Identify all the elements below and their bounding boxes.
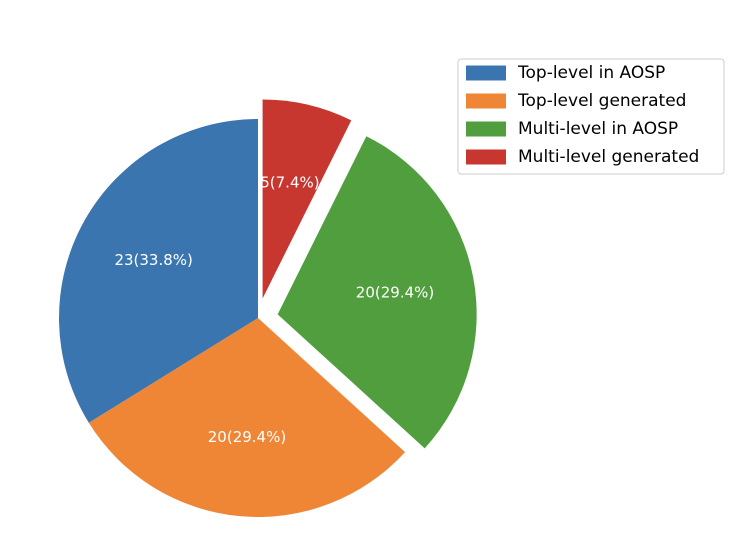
pie-slice-label-top-level-generated: 20(29.4%): [208, 428, 286, 446]
pie-slices: [59, 99, 477, 517]
pie-slice-label-multi-level-generated: 5(7.4%): [260, 173, 319, 191]
legend-label-multi-level-in-aosp: Multi-level in AOSP: [518, 119, 678, 139]
pie-slice-multi-level-generated: [262, 99, 352, 299]
legend: Top-level in AOSP Top-level generated Mult…: [457, 58, 725, 175]
legend-label-top-level-in-aosp: Top-level in AOSP: [517, 63, 665, 83]
legend-label-multi-level-generated: Multi-level generated: [518, 147, 699, 167]
legend-swatch-multi-level-generated: [466, 149, 506, 165]
legend-swatch-top-level-generated: [466, 93, 506, 109]
legend-swatch-top-level-in-aosp: [466, 65, 506, 81]
pie-slice-label-multi-level-in-aosp: 20(29.4%): [356, 283, 434, 301]
legend-entries: Top-level in AOSP Top-level generated Mult…: [466, 63, 699, 167]
legend-label-top-level-generated: Top-level generated: [517, 91, 686, 111]
legend-frame: [457, 58, 725, 175]
pie-slice-label-top-level-in-aosp: 23(33.8%): [114, 251, 192, 269]
pie-slice-top-level-in-aosp: [59, 119, 258, 423]
pie-slice-labels: 5(7.4%) 20(29.4%) 20(29.4%) 23(33.8%): [114, 173, 434, 446]
pie-slice-multi-level-in-aosp: [277, 136, 477, 449]
legend-swatch-multi-level-in-aosp: [466, 121, 506, 137]
pie-slice-top-level-generated: [88, 318, 406, 517]
